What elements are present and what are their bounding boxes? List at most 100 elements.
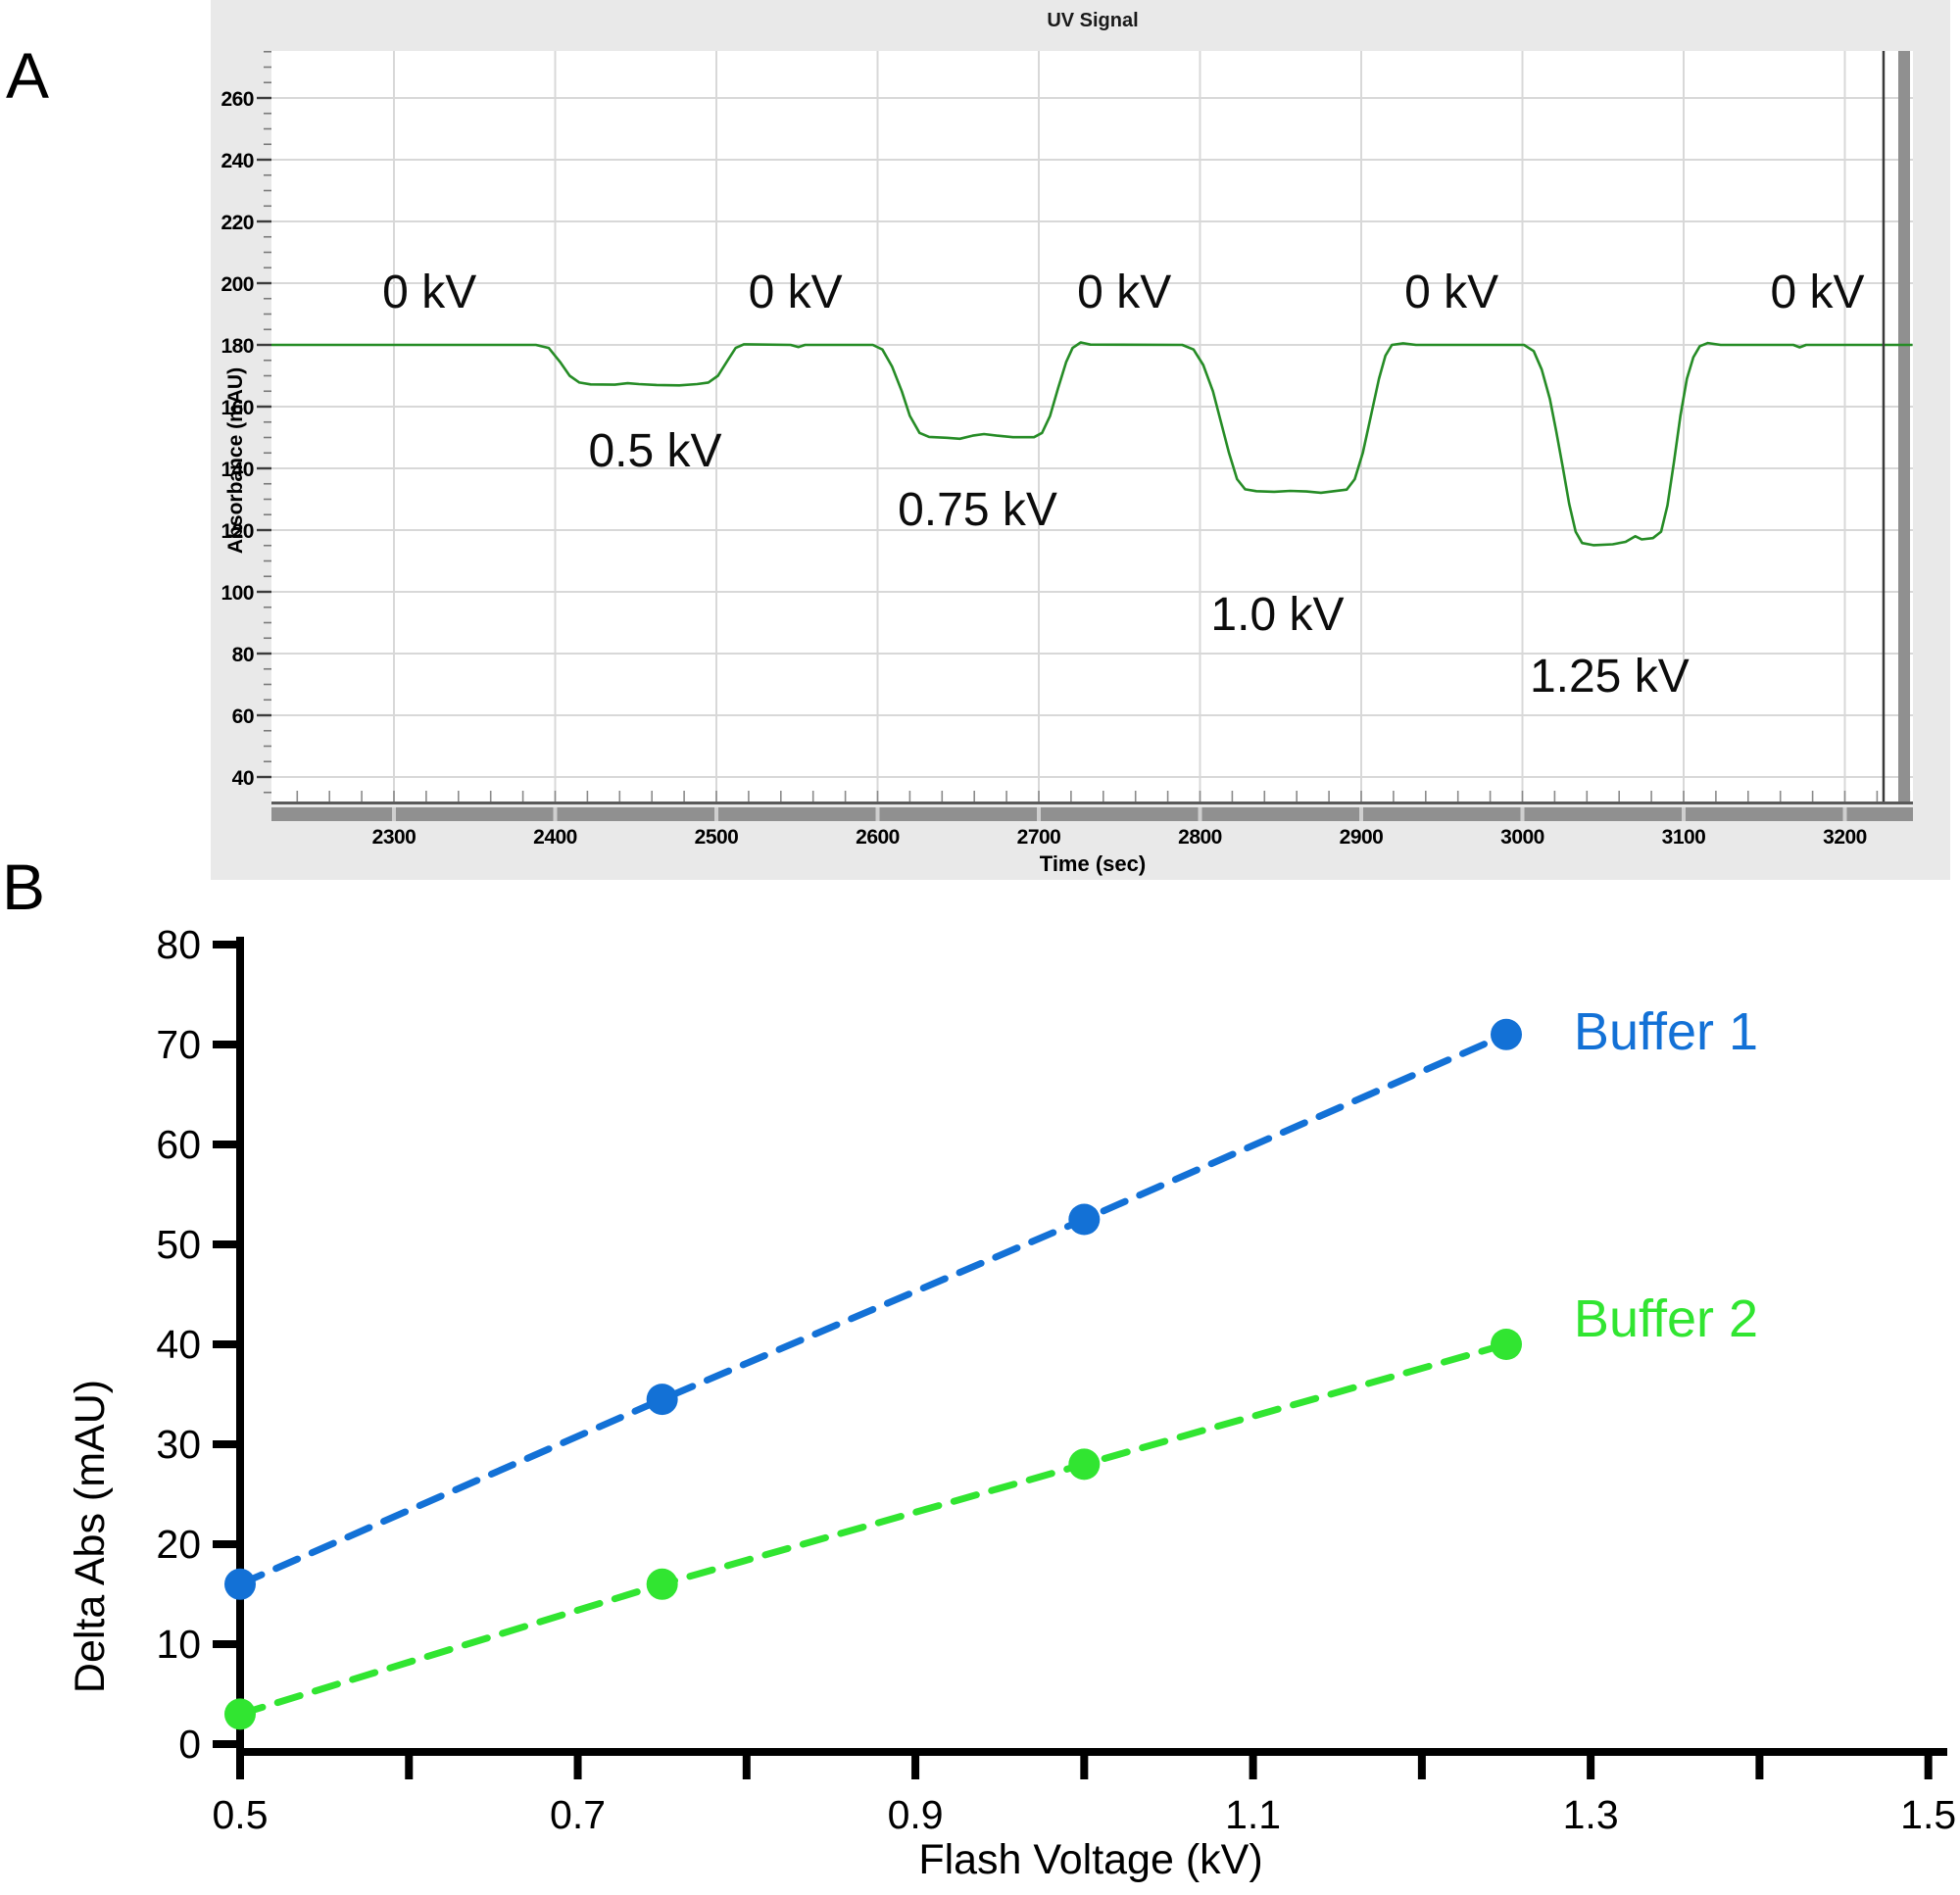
x-tick-label: 2600 — [856, 826, 900, 849]
x-tick-label: 2400 — [533, 826, 577, 849]
data-point — [224, 1568, 256, 1600]
x-tick-label: 2500 — [695, 826, 739, 849]
y-tick — [213, 1041, 236, 1048]
x-tick — [1080, 1756, 1089, 1779]
voltage-annotation: 1.0 kV — [1210, 589, 1344, 641]
x-tick-label: 2300 — [372, 826, 416, 849]
legend: Buffer 1 Buffer 2 — [1574, 1002, 1758, 1348]
voltage-annotation: 0 kV — [1404, 267, 1498, 318]
y-tick-label: 70 — [156, 1022, 201, 1067]
x-tick-label: 0.7 — [550, 1792, 606, 1837]
x-tick-label: 0.5 — [213, 1792, 269, 1837]
y-tick-label: 30 — [156, 1422, 201, 1467]
y-tick-label: 180 — [220, 335, 254, 358]
y-tick-label: 60 — [156, 1122, 201, 1167]
x-tick-label: 1.5 — [1900, 1792, 1956, 1837]
y-tick — [213, 941, 236, 948]
data-point — [1068, 1448, 1101, 1481]
x-axis-title: Time (sec) — [1040, 851, 1146, 876]
y-tick-label: 120 — [220, 520, 254, 543]
scrollbar-notch — [1198, 807, 1202, 821]
x-axis-line — [236, 1748, 1947, 1756]
uv-signal-trace — [271, 341, 1913, 547]
y-tick-label: 50 — [156, 1222, 201, 1267]
uv-signal-chart: UV Signal 0 kV 0 kV 0 kV 0 kV 0 kV 0.5 kV 0.75… — [211, 0, 1950, 880]
x-tick-label: 3000 — [1500, 826, 1544, 849]
scrollbar-notch — [1037, 807, 1041, 821]
x-tick — [405, 1756, 414, 1779]
flash-voltage-panel: 0 10 20 30 40 50 60 70 80 0.5 0.7 0.9 1.1 1.3 1.5 Buff… — [0, 882, 1960, 1895]
panel-a-letter: A — [6, 39, 50, 112]
y-axis-title: Delta Abs (mAU) — [67, 1380, 114, 1693]
voltage-annotation: 0 kV — [382, 267, 476, 318]
x-axis-title: Flash Voltage (kV) — [918, 1836, 1262, 1883]
y-tick-label: 140 — [220, 459, 254, 481]
data-point — [1491, 1329, 1523, 1360]
y-tick-label: 240 — [220, 150, 254, 172]
y-tick-label: 40 — [156, 1322, 201, 1367]
y-axis-title: Absorbance (mAU) — [224, 367, 247, 554]
voltage-annotation: 0 kV — [1077, 267, 1171, 318]
series-line — [236, 1031, 1510, 1588]
data-point — [1491, 1018, 1523, 1050]
x-tick-label: 2900 — [1340, 826, 1384, 849]
x-tick — [573, 1756, 582, 1779]
scrollbar-notch — [1359, 807, 1363, 821]
horizontal-scrollbar — [271, 807, 1913, 821]
tick-labels: 0 10 20 30 40 50 60 70 80 0.5 0.7 0.9 1.1 1.3 1.5 — [156, 922, 1956, 1837]
panel-b-letter: B — [2, 850, 46, 923]
uv-signal-panel: UV Signal 0 kV 0 kV 0 kV 0 kV 0 kV 0.5 kV 0.75… — [211, 0, 1950, 885]
scrollbar-notch — [392, 807, 396, 821]
y-tick-label: 10 — [156, 1622, 201, 1667]
y-tick — [213, 1740, 236, 1748]
x-tick-label: 3100 — [1662, 826, 1706, 849]
plot-area — [271, 51, 1913, 802]
data-point — [224, 1698, 256, 1730]
x-tick — [1587, 1756, 1595, 1779]
y-tick-label: 40 — [232, 767, 254, 790]
y-tick — [213, 1240, 236, 1248]
y-tick — [213, 1440, 236, 1448]
scrollbar-notch — [1520, 807, 1525, 821]
y-tick — [213, 1540, 236, 1548]
axes — [213, 937, 1947, 1779]
y-tick-label: 0 — [178, 1722, 201, 1767]
x-tick — [742, 1756, 751, 1779]
y-tick-label: 80 — [156, 922, 201, 967]
axis-ticks — [257, 50, 1911, 802]
x-tick — [1417, 1756, 1426, 1779]
gridlines — [271, 51, 1913, 802]
x-tick-label: 0.9 — [888, 1792, 944, 1837]
flash-voltage-chart: 0 10 20 30 40 50 60 70 80 0.5 0.7 0.9 1.1 1.3 1.5 Buff… — [67, 922, 1956, 1883]
y-tick — [213, 1340, 236, 1348]
y-axis-line — [236, 937, 244, 1756]
scrollbar-notch — [1682, 807, 1686, 821]
y-tick-label: 20 — [156, 1522, 201, 1567]
voltage-annotations: 0 kV 0 kV 0 kV 0 kV 0 kV 0.5 kV 0.75 kV 1.0 kV 1… — [382, 267, 1864, 703]
scrollbar-notch — [875, 807, 880, 821]
y-tick-label: 220 — [220, 212, 254, 234]
x-tick-label: 2700 — [1017, 826, 1061, 849]
scrollbar-notch — [714, 807, 718, 821]
chart-title: UV Signal — [1047, 10, 1138, 31]
voltage-annotation: 1.25 kV — [1530, 651, 1690, 703]
data-point — [646, 1384, 678, 1416]
vertical-scrollbar — [1898, 51, 1910, 802]
data-series — [224, 1018, 1523, 1730]
y-tick-label: 60 — [232, 705, 254, 728]
y-tick — [213, 1141, 236, 1148]
y-tick-label: 200 — [220, 273, 254, 296]
x-tick-label: 1.1 — [1225, 1792, 1281, 1837]
x-tick — [1924, 1756, 1933, 1779]
x-tick — [911, 1756, 920, 1779]
x-tick-label: 1.3 — [1563, 1792, 1619, 1837]
x-tick-label: 2800 — [1178, 826, 1222, 849]
scrollbar-notch — [553, 807, 558, 821]
series-line — [236, 1340, 1510, 1718]
y-tick-label: 100 — [220, 582, 254, 605]
x-tick — [236, 1756, 244, 1779]
voltage-annotation: 0 kV — [1771, 267, 1865, 318]
data-point — [1068, 1203, 1101, 1236]
x-tick — [1755, 1756, 1764, 1779]
